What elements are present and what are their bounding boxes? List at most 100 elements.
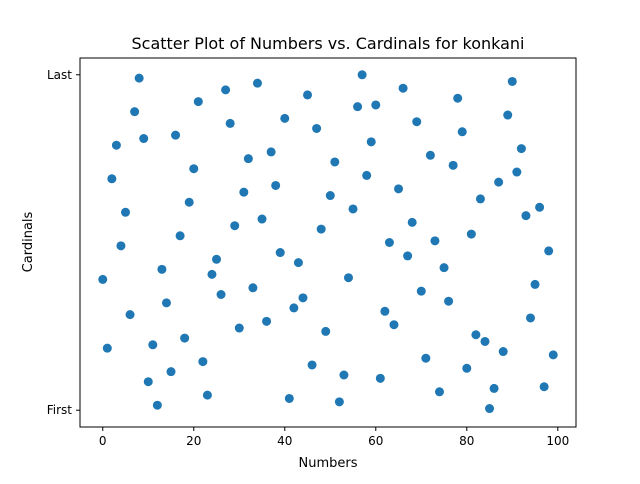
data-point — [148, 340, 158, 350]
data-point — [334, 397, 344, 407]
data-point — [348, 204, 358, 214]
data-point — [316, 224, 326, 234]
data-point — [489, 383, 499, 393]
data-point — [234, 323, 244, 333]
data-point — [453, 93, 463, 103]
data-point — [485, 404, 495, 414]
data-point — [266, 147, 276, 157]
x-axis-label: Numbers — [299, 456, 358, 471]
data-point — [448, 160, 458, 170]
data-point — [189, 164, 199, 174]
data-point — [535, 202, 545, 212]
data-point — [407, 217, 417, 227]
x-tick-label: 20 — [186, 434, 201, 448]
data-point — [225, 118, 235, 128]
data-point — [239, 187, 249, 197]
data-point — [280, 113, 290, 123]
data-point — [121, 207, 130, 217]
plot-frame — [79, 57, 577, 428]
data-point — [116, 241, 126, 251]
data-point — [430, 236, 440, 246]
data-point — [362, 170, 372, 180]
data-point — [539, 382, 549, 392]
data-point — [425, 150, 435, 160]
data-point — [289, 303, 299, 313]
ticks-layer: 0 20 40 60 80 100 First Last — [47, 68, 570, 448]
data-point — [303, 90, 313, 100]
data-point — [403, 251, 413, 261]
data-point — [321, 326, 331, 336]
data-point — [125, 310, 135, 320]
points-layer — [98, 70, 558, 414]
data-point — [243, 154, 253, 164]
data-point — [307, 360, 317, 370]
y-axis-label: Cardinals — [21, 211, 36, 272]
x-tick-label: 40 — [277, 434, 292, 448]
data-point — [475, 194, 485, 204]
data-point — [353, 102, 363, 112]
data-point — [343, 273, 353, 283]
data-point — [130, 107, 140, 117]
data-point — [202, 390, 212, 400]
data-point — [434, 387, 444, 397]
data-point — [375, 373, 385, 383]
data-point — [216, 290, 226, 299]
data-point — [457, 127, 467, 137]
data-point — [394, 184, 404, 194]
x-tick-label: 0 — [99, 434, 107, 448]
data-point — [389, 320, 399, 330]
data-point — [516, 144, 526, 154]
data-point — [462, 363, 472, 373]
data-point — [157, 264, 167, 274]
data-point — [107, 174, 117, 184]
data-point — [171, 130, 181, 140]
data-point — [180, 333, 190, 343]
data-point — [257, 214, 267, 224]
data-point — [98, 274, 108, 284]
data-point — [262, 316, 272, 326]
data-point — [284, 393, 294, 403]
data-point — [325, 191, 335, 201]
data-point — [339, 370, 349, 380]
data-point — [221, 85, 231, 95]
data-point — [521, 211, 531, 221]
data-point — [398, 83, 408, 93]
data-point — [102, 343, 112, 353]
data-point — [380, 306, 390, 316]
data-point — [152, 400, 162, 410]
data-point — [439, 263, 449, 273]
data-point — [298, 293, 308, 303]
data-point — [230, 221, 240, 231]
data-point — [134, 73, 144, 83]
data-point — [111, 140, 121, 150]
data-point — [494, 177, 504, 187]
data-point — [275, 248, 285, 258]
y-tick-label: Last — [47, 68, 72, 82]
data-point — [330, 157, 340, 167]
data-point — [252, 78, 262, 88]
data-point — [512, 167, 522, 177]
data-point — [548, 350, 558, 360]
data-point — [166, 367, 176, 377]
data-point — [421, 353, 431, 363]
data-point — [212, 254, 222, 264]
data-point — [371, 100, 381, 110]
data-point — [480, 336, 490, 346]
data-point — [412, 117, 422, 127]
data-point — [184, 197, 194, 207]
data-point — [498, 347, 508, 357]
x-tick-label: 100 — [546, 434, 569, 448]
data-point — [530, 279, 540, 289]
x-tick-label: 60 — [368, 434, 383, 448]
data-point — [507, 76, 517, 86]
data-point — [175, 231, 185, 241]
data-point — [198, 357, 208, 367]
data-point — [193, 97, 203, 107]
data-point — [466, 229, 476, 239]
data-point — [143, 377, 153, 387]
data-point — [544, 246, 554, 256]
data-point — [384, 238, 394, 247]
data-point — [357, 70, 367, 80]
